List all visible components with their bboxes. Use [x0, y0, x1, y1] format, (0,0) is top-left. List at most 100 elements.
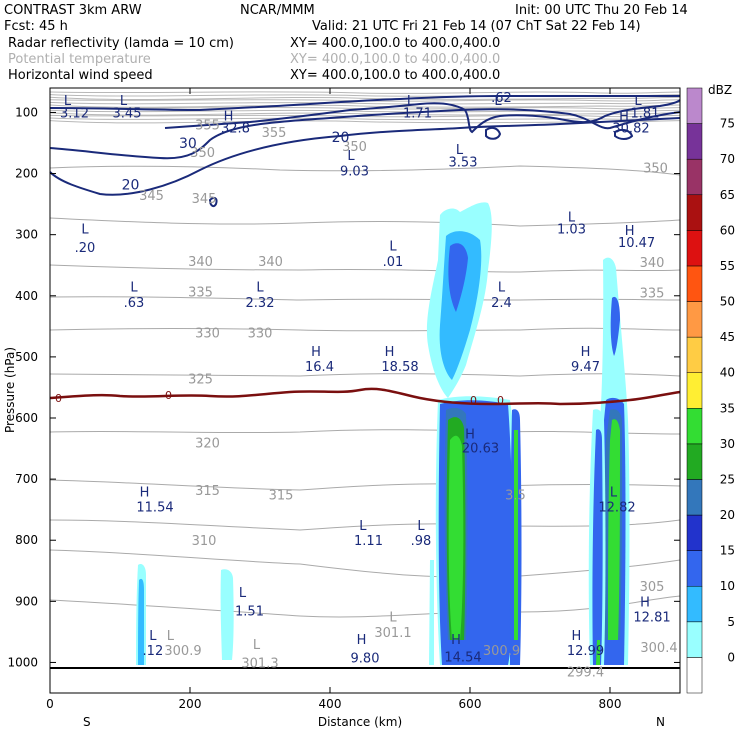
wind-extremum-label: L: [494, 94, 502, 109]
figure-header: CONTRAST 3km ARW NCAR/MMM Init: 00 UTC T…: [4, 3, 688, 83]
colorbar-segment: [686, 550, 703, 587]
theta-extremum-label: L: [389, 611, 397, 626]
header-valid-time: Valid: 21 UTC Fri 21 Feb 14 (07 ChT Sat …: [312, 19, 641, 34]
theta-label: 310: [192, 534, 217, 549]
wind-extremum-label: H: [140, 485, 150, 500]
colorbar-segment: [686, 123, 703, 160]
wind-extremum-label: 3.12: [60, 106, 89, 121]
wind-extremum-label: L: [149, 629, 157, 644]
plot-area: 0 0 0 0 355 355 350 350 350 345 345 340 340 340 33…: [49, 87, 681, 694]
wind-extremum-label: .62: [491, 91, 512, 106]
theta-contour-upper-8: [49, 112, 681, 116]
theta-extremum-label: 300.9: [483, 644, 520, 659]
theta-label: 325: [188, 372, 213, 387]
wind-contour-30: [164, 99, 681, 134]
wind-extremum-label: L: [498, 281, 506, 296]
wind-contour-labels: 30 20 20: [122, 130, 350, 194]
colorbar-segment: [686, 408, 703, 445]
theta-extremum-label: L: [253, 638, 261, 653]
theta-contour-upper-5: [49, 104, 681, 108]
wind-extremum-label: L: [417, 519, 425, 534]
colorbar-segment: [686, 514, 703, 551]
freezing-label-right: 0: [470, 394, 477, 407]
theta-label: 305: [640, 580, 665, 595]
colorbar-segment: [686, 336, 703, 373]
wind-extremum-label: L: [120, 94, 128, 109]
wind-extremum-label: H: [311, 345, 321, 360]
colorbar-level-label: 5: [727, 615, 735, 629]
wind-extremum-label: .20: [75, 241, 96, 256]
colorbar-level-label: 55: [720, 259, 735, 273]
theta-contours: [49, 165, 681, 618]
theta-label: 320: [195, 436, 220, 451]
theta-label: 315: [269, 488, 294, 503]
colorbar-level-label: 35: [720, 401, 735, 415]
colorbar-segment: [686, 301, 703, 338]
wind-contour-label: 20: [122, 178, 140, 194]
theta-label: 345: [139, 189, 164, 204]
wind-extremum-label: 14.54: [444, 650, 481, 665]
colorbar: 0 5 10 15 20 25 30 35 40 45 50 55 60 65 70 75: [686, 87, 735, 694]
colorbar-segment: [686, 158, 703, 196]
header-institution: NCAR/MMM: [240, 3, 315, 18]
colorbar-segment: [686, 621, 703, 658]
wind-extremum-label: L: [407, 94, 415, 109]
wind-extremum-label: 3.45: [113, 106, 142, 121]
wind-extremum-label: 12.82: [598, 501, 635, 516]
freezing-label-left: 0: [55, 392, 62, 405]
echo-cell-250: [220, 569, 234, 660]
wind-contour-30-upper: [49, 94, 680, 112]
wind-extremum-label: 9.80: [351, 652, 380, 667]
field-name-reflectivity: Radar reflectivity (lamda = 10 cm): [8, 36, 234, 51]
echo-cell-560: [429, 560, 434, 665]
y-tick-label: 1000: [7, 655, 38, 669]
wind-extremum-label: H: [572, 629, 582, 644]
x-tick-label: 400: [319, 697, 342, 711]
theta-extremum-label: 300.4: [640, 641, 677, 656]
y-tick-label: 400: [15, 289, 38, 303]
colorbar-segment: [686, 230, 703, 267]
y-tick-label: 100: [15, 105, 38, 119]
echo-cell-790-15: [592, 429, 603, 665]
plot-frame: [49, 87, 681, 694]
echo-cell-790-30: [596, 640, 600, 665]
y-tick-label: 800: [15, 533, 38, 547]
y-axis-label: Pressure (hPa): [3, 347, 17, 433]
theta-label: 340: [258, 255, 283, 270]
freezing-label-far-right: 0: [497, 394, 504, 407]
echo-cell-640-core: [514, 430, 518, 640]
x-tick-label: 0: [46, 697, 54, 711]
x-end-label-south: S: [83, 715, 91, 729]
wind-extremum-label: 10.47: [618, 236, 655, 251]
wind-contour-20-lower: [49, 117, 681, 196]
theta-label: 3.5: [505, 488, 526, 503]
field-name-wind: Horizontal wind speed: [8, 68, 153, 83]
x-tick-label: 800: [599, 697, 622, 711]
wind-extremum-label: H: [357, 633, 367, 648]
wind-contour-small-b: [485, 126, 502, 140]
wind-extremum-label: 12.99: [567, 644, 604, 659]
theta-label: 340: [188, 255, 213, 270]
wind-extremum-label: 3.53: [449, 155, 478, 170]
theta-label: 330: [248, 326, 273, 341]
wind-extremum-label: 30.82: [612, 122, 649, 137]
theta-contour-upper-3: [49, 99, 681, 102]
wind-extremum-label: L: [359, 519, 367, 534]
colorbar-segment: [686, 265, 703, 302]
colorbar-level-label: 70: [720, 152, 735, 166]
colorbar-level-label: 15: [720, 544, 735, 558]
wind-extremum-label: H: [625, 224, 635, 239]
theta-extremum-label: 301.1: [374, 626, 411, 641]
wind-extremum-label: 1.81: [631, 106, 660, 121]
reflectivity-fills: [136, 202, 630, 665]
colorbar-segment: [686, 479, 703, 516]
theta-label: 355: [195, 119, 220, 134]
theta-contour-upper-10: [49, 117, 681, 121]
wind-extremum-label: L: [130, 281, 138, 296]
wind-extremum-label: L: [64, 94, 72, 109]
wind-extremum-label: 9.47: [571, 360, 600, 375]
theta-label: 350: [342, 140, 367, 155]
theta-contour-upper-9: [49, 114, 681, 118]
theta-label: 350: [190, 146, 215, 161]
theta-label: 340: [640, 256, 665, 271]
